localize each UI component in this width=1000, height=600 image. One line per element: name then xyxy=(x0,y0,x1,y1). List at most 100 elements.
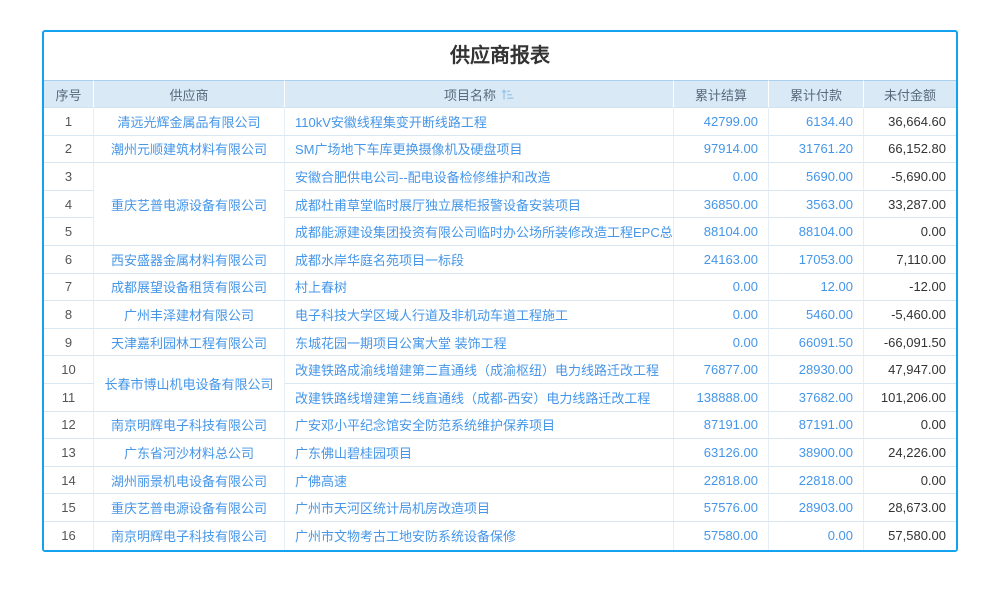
paid-amount-cell[interactable]: 6134.40 xyxy=(769,108,864,136)
supplier-cell[interactable]: 广东省河沙材料总公司 xyxy=(94,439,285,467)
settled-amount-cell[interactable]: 0.00 xyxy=(674,273,769,302)
supplier-cell[interactable]: 湖州丽景机电设备有限公司 xyxy=(94,466,285,495)
paid-amount-cell[interactable]: 66091.50 xyxy=(769,328,864,357)
supplier-cell[interactable]: 广州丰泽建材有限公司 xyxy=(94,301,285,329)
unpaid-amount-cell: -5,690.00 xyxy=(864,163,956,191)
settled-amount-cell[interactable]: 36850.00 xyxy=(674,190,769,219)
project-name-cell[interactable]: 电子科技大学区域人行道及非机动车道工程施工 xyxy=(285,301,674,329)
unpaid-amount-cell: 0.00 xyxy=(864,218,956,246)
settled-amount-cell[interactable]: 24163.00 xyxy=(674,245,769,274)
unpaid-amount-cell: 47,947.00 xyxy=(864,356,956,384)
supplier-cell[interactable]: 重庆艺普电源设备有限公司 xyxy=(94,163,285,246)
project-name-cell[interactable]: 广州市天河区统计局机房改造项目 xyxy=(285,494,674,522)
supplier-cell[interactable]: 南京明辉电子科技有限公司 xyxy=(94,411,285,440)
table-row: 15 重庆艺普电源设备有限公司 广州市天河区统计局机房改造项目 57576.00 289… xyxy=(44,494,956,522)
table-row: 1 清远光辉金属品有限公司 110kV安徽线程集变开断线路工程 42799.00 613… xyxy=(44,108,956,136)
project-name-cell[interactable]: 改建铁路成渝线增建第二直通线（成渝枢纽）电力线路迁改工程 xyxy=(285,356,674,384)
header-paid: 累计付款 xyxy=(769,80,864,108)
page-title: 供应商报表 xyxy=(450,45,550,67)
settled-amount-cell[interactable]: 87191.00 xyxy=(674,411,769,440)
unpaid-amount-cell: 57,580.00 xyxy=(864,521,956,550)
supplier-cell[interactable]: 南京明辉电子科技有限公司 xyxy=(94,521,285,550)
header-index: 序号 xyxy=(44,80,94,108)
project-name-cell[interactable]: 110kV安徽线程集变开断线路工程 xyxy=(285,108,674,136)
table-row: 12 南京明辉电子科技有限公司 广安邓小平纪念馆安全防范系统维护保养项目 87191.… xyxy=(44,411,956,440)
paid-amount-cell[interactable]: 22818.00 xyxy=(769,466,864,495)
project-name-cell[interactable]: 成都杜甫草堂临时展厅独立展柜报警设备安装项目 xyxy=(285,190,674,219)
row-index-cell: 13 xyxy=(44,439,94,467)
supplier-cell[interactable]: 西安盛器金属材料有限公司 xyxy=(94,245,285,274)
supplier-cell[interactable]: 潮州元顺建筑材料有限公司 xyxy=(94,135,285,164)
header-unpaid: 未付金额 xyxy=(864,80,956,108)
paid-amount-cell[interactable]: 28903.00 xyxy=(769,494,864,522)
row-index-cell: 4 xyxy=(44,190,94,219)
settled-amount-cell[interactable]: 138888.00 xyxy=(674,383,769,412)
unpaid-amount-cell: -5,460.00 xyxy=(864,301,956,329)
header-settled: 累计结算 xyxy=(674,80,769,108)
supplier-cell[interactable]: 长春市博山机电设备有限公司 xyxy=(94,356,285,412)
supplier-cell[interactable]: 天津嘉利园林工程有限公司 xyxy=(94,328,285,357)
settled-amount-cell[interactable]: 97914.00 xyxy=(674,135,769,164)
unpaid-amount-cell: 0.00 xyxy=(864,466,956,495)
unpaid-amount-cell: 24,226.00 xyxy=(864,439,956,467)
table-body: 1 清远光辉金属品有限公司 110kV安徽线程集变开断线路工程 42799.00 613… xyxy=(44,108,956,550)
row-index-cell: 16 xyxy=(44,521,94,550)
project-name-cell[interactable]: 安徽合肥供电公司--配电设备检修维护和改造 xyxy=(285,163,674,191)
unpaid-amount-cell: 36,664.60 xyxy=(864,108,956,136)
settled-amount-cell[interactable]: 57580.00 xyxy=(674,521,769,550)
sort-amount-icon[interactable] xyxy=(501,88,514,104)
table-row: 8 广州丰泽建材有限公司 电子科技大学区域人行道及非机动车道工程施工 0.00 5460… xyxy=(44,301,956,329)
paid-amount-cell[interactable]: 88104.00 xyxy=(769,218,864,246)
paid-amount-cell[interactable]: 3563.00 xyxy=(769,190,864,219)
row-index-cell: 7 xyxy=(44,273,94,302)
row-index-cell: 10 xyxy=(44,356,94,384)
unpaid-amount-cell: 28,673.00 xyxy=(864,494,956,522)
table-row: 4 成都杜甫草堂临时展厅独立展柜报警设备安装项目 36850.00 3563.00 33… xyxy=(44,190,956,219)
paid-amount-cell[interactable]: 37682.00 xyxy=(769,383,864,412)
project-name-cell[interactable]: SM广场地下车库更换摄像机及硬盘项目 xyxy=(285,135,674,164)
supplier-cell[interactable]: 重庆艺普电源设备有限公司 xyxy=(94,494,285,522)
settled-amount-cell[interactable]: 22818.00 xyxy=(674,466,769,495)
table-row: 3 重庆艺普电源设备有限公司 安徽合肥供电公司--配电设备检修维护和改造 0.00 56… xyxy=(44,163,956,246)
project-name-cell[interactable]: 成都水岸华庭名苑项目一标段 xyxy=(285,245,674,274)
settled-amount-cell[interactable]: 0.00 xyxy=(674,328,769,357)
table-row: 16 南京明辉电子科技有限公司 广州市文物考古工地安防系统设备保修 57580.00 0… xyxy=(44,521,956,550)
settled-amount-cell[interactable]: 0.00 xyxy=(674,163,769,191)
settled-amount-cell[interactable]: 57576.00 xyxy=(674,494,769,522)
unpaid-amount-cell: 33,287.00 xyxy=(864,190,956,219)
settled-amount-cell[interactable]: 0.00 xyxy=(674,301,769,329)
supplier-cell[interactable]: 成都展望设备租赁有限公司 xyxy=(94,273,285,302)
paid-amount-cell[interactable]: 5460.00 xyxy=(769,301,864,329)
table-row: 10 长春市博山机电设备有限公司 改建铁路成渝线增建第二直通线（成渝枢纽）电力线路迁… xyxy=(44,356,956,412)
unpaid-amount-cell: -66,091.50 xyxy=(864,328,956,357)
paid-amount-cell[interactable]: 38900.00 xyxy=(769,439,864,467)
project-name-cell[interactable]: 广东佛山碧桂园项目 xyxy=(285,439,674,467)
settled-amount-cell[interactable]: 63126.00 xyxy=(674,439,769,467)
project-name-cell[interactable]: 广州市文物考古工地安防系统设备保修 xyxy=(285,521,674,550)
paid-amount-cell[interactable]: 28930.00 xyxy=(769,356,864,384)
project-name-cell[interactable]: 东城花园一期项目公寓大堂 装饰工程 xyxy=(285,328,674,357)
project-name-cell[interactable]: 广安邓小平纪念馆安全防范系统维护保养项目 xyxy=(285,411,674,440)
paid-amount-cell[interactable]: 0.00 xyxy=(769,521,864,550)
settled-amount-cell[interactable]: 42799.00 xyxy=(674,108,769,136)
table-row: 6 西安盛器金属材料有限公司 成都水岸华庭名苑项目一标段 24163.00 17053.… xyxy=(44,245,956,274)
table-row: 2 潮州元顺建筑材料有限公司 SM广场地下车库更换摄像机及硬盘项目 97914.00 3… xyxy=(44,135,956,164)
paid-amount-cell[interactable]: 5690.00 xyxy=(769,163,864,191)
project-name-cell[interactable]: 改建铁路线增建第二线直通线（成都-西安）电力线路迁改工程 xyxy=(285,383,674,412)
settled-amount-cell[interactable]: 76877.00 xyxy=(674,356,769,384)
paid-amount-cell[interactable]: 12.00 xyxy=(769,273,864,302)
project-name-cell[interactable]: 广佛高速 xyxy=(285,466,674,495)
project-name-cell[interactable]: 村上春树 xyxy=(285,273,674,302)
paid-amount-cell[interactable]: 17053.00 xyxy=(769,245,864,274)
paid-amount-cell[interactable]: 31761.20 xyxy=(769,135,864,164)
supplier-cell[interactable]: 清远光辉金属品有限公司 xyxy=(94,108,285,136)
table-row: 11 改建铁路线增建第二线直通线（成都-西安）电力线路迁改工程 138888.00 3… xyxy=(44,383,956,412)
paid-amount-cell[interactable]: 87191.00 xyxy=(769,411,864,440)
row-index-cell: 6 xyxy=(44,245,94,274)
settled-amount-cell[interactable]: 88104.00 xyxy=(674,218,769,246)
project-name-cell[interactable]: 成都能源建设集团投资有限公司临时办公场所装修改造工程EPC总承包 xyxy=(285,218,674,246)
table-row: 9 天津嘉利园林工程有限公司 东城花园一期项目公寓大堂 装饰工程 0.00 66091.… xyxy=(44,328,956,357)
row-index-cell: 14 xyxy=(44,466,94,495)
row-index-cell: 15 xyxy=(44,494,94,522)
header-project[interactable]: 项目名称 xyxy=(285,80,674,108)
